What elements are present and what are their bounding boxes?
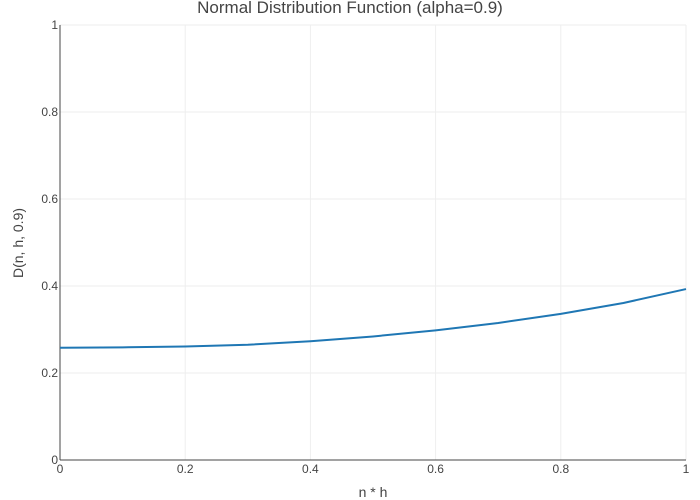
grid-lines: [60, 24, 687, 460]
y-tick-label: 1: [51, 18, 58, 32]
x-tick-label: 0.2: [177, 462, 194, 476]
x-tick-label: 0.4: [302, 462, 319, 476]
y-tick-label: 0: [51, 453, 58, 467]
chart-title: Normal Distribution Function (alpha=0.9): [197, 0, 503, 17]
x-tick-label: 1: [683, 462, 690, 476]
y-tick-label: 0.4: [41, 279, 58, 293]
x-axis-title: n * h: [359, 484, 388, 500]
tick-labels: 0 0.2 0.4 0.6 0.8 1 0 0.2 0.4 0.6 0.8 1: [41, 18, 689, 476]
series-line: [59, 288, 687, 349]
y-axis-title: D(n, h, 0.9): [10, 208, 26, 278]
y-tick-label: 0.2: [41, 366, 58, 380]
y-tick-label: 0.8: [41, 105, 58, 119]
x-tick-label: 0: [57, 462, 64, 476]
x-tick-label: 0.8: [552, 462, 569, 476]
series-lines: [59, 288, 687, 349]
axes: [59, 25, 686, 461]
y-tick-label: 0.6: [41, 192, 58, 206]
x-tick-label: 0.6: [427, 462, 444, 476]
